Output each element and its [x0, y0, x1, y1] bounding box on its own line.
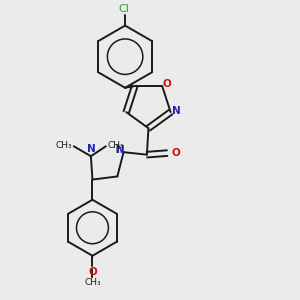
Text: O: O — [163, 79, 172, 88]
Text: CH₃: CH₃ — [84, 278, 101, 286]
Text: CH₃: CH₃ — [56, 140, 72, 149]
Text: O: O — [88, 267, 97, 277]
Text: N: N — [172, 106, 181, 116]
Text: Cl: Cl — [118, 4, 129, 14]
Text: H: H — [115, 145, 122, 155]
Text: N: N — [86, 144, 95, 154]
Text: N: N — [116, 145, 124, 155]
Text: O: O — [172, 148, 180, 158]
Text: CH₃: CH₃ — [107, 140, 124, 149]
